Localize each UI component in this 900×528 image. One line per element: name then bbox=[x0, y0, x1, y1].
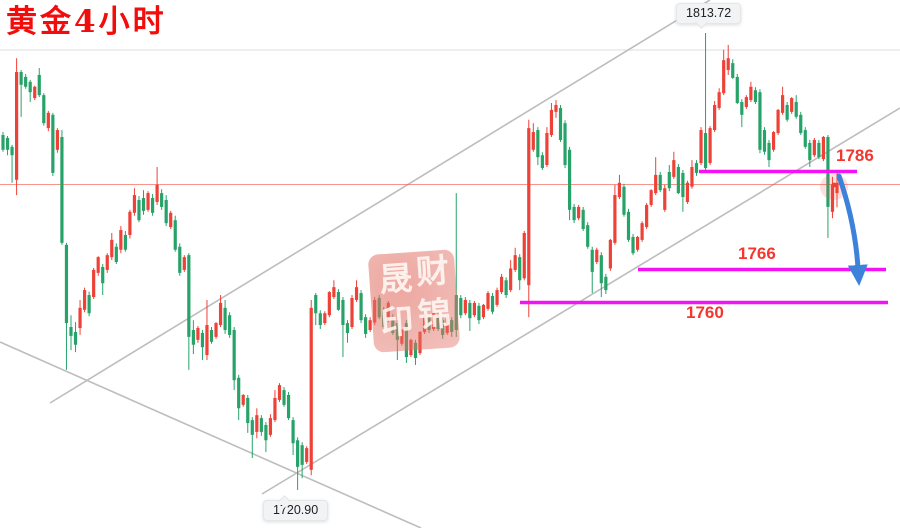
watermark-char: 锦 bbox=[416, 293, 453, 335]
watermark-char: 印 bbox=[379, 301, 415, 343]
level-label: 1786 bbox=[836, 146, 874, 165]
price-tooltip-high: 1813.72 bbox=[676, 3, 742, 29]
level-label: 1766 bbox=[738, 244, 776, 263]
watermark-char: 财 bbox=[414, 250, 451, 292]
trend-line-0[interactable] bbox=[0, 341, 422, 528]
page-title: 黄金4小时 bbox=[6, 4, 167, 40]
high-price-text: 1813.72 bbox=[686, 6, 732, 20]
price-tooltip-low: 1720.90 bbox=[263, 495, 329, 521]
level-label: 1760 bbox=[686, 303, 724, 322]
watermark-char: 晟 bbox=[378, 258, 414, 300]
low-price-text: 1720.90 bbox=[273, 503, 319, 517]
projection-arrow[interactable] bbox=[836, 173, 868, 286]
watermark-stamp: 晟 财 印 锦 bbox=[367, 249, 461, 353]
last-price-dot bbox=[831, 182, 837, 188]
trend-line-1[interactable] bbox=[49, 0, 711, 404]
